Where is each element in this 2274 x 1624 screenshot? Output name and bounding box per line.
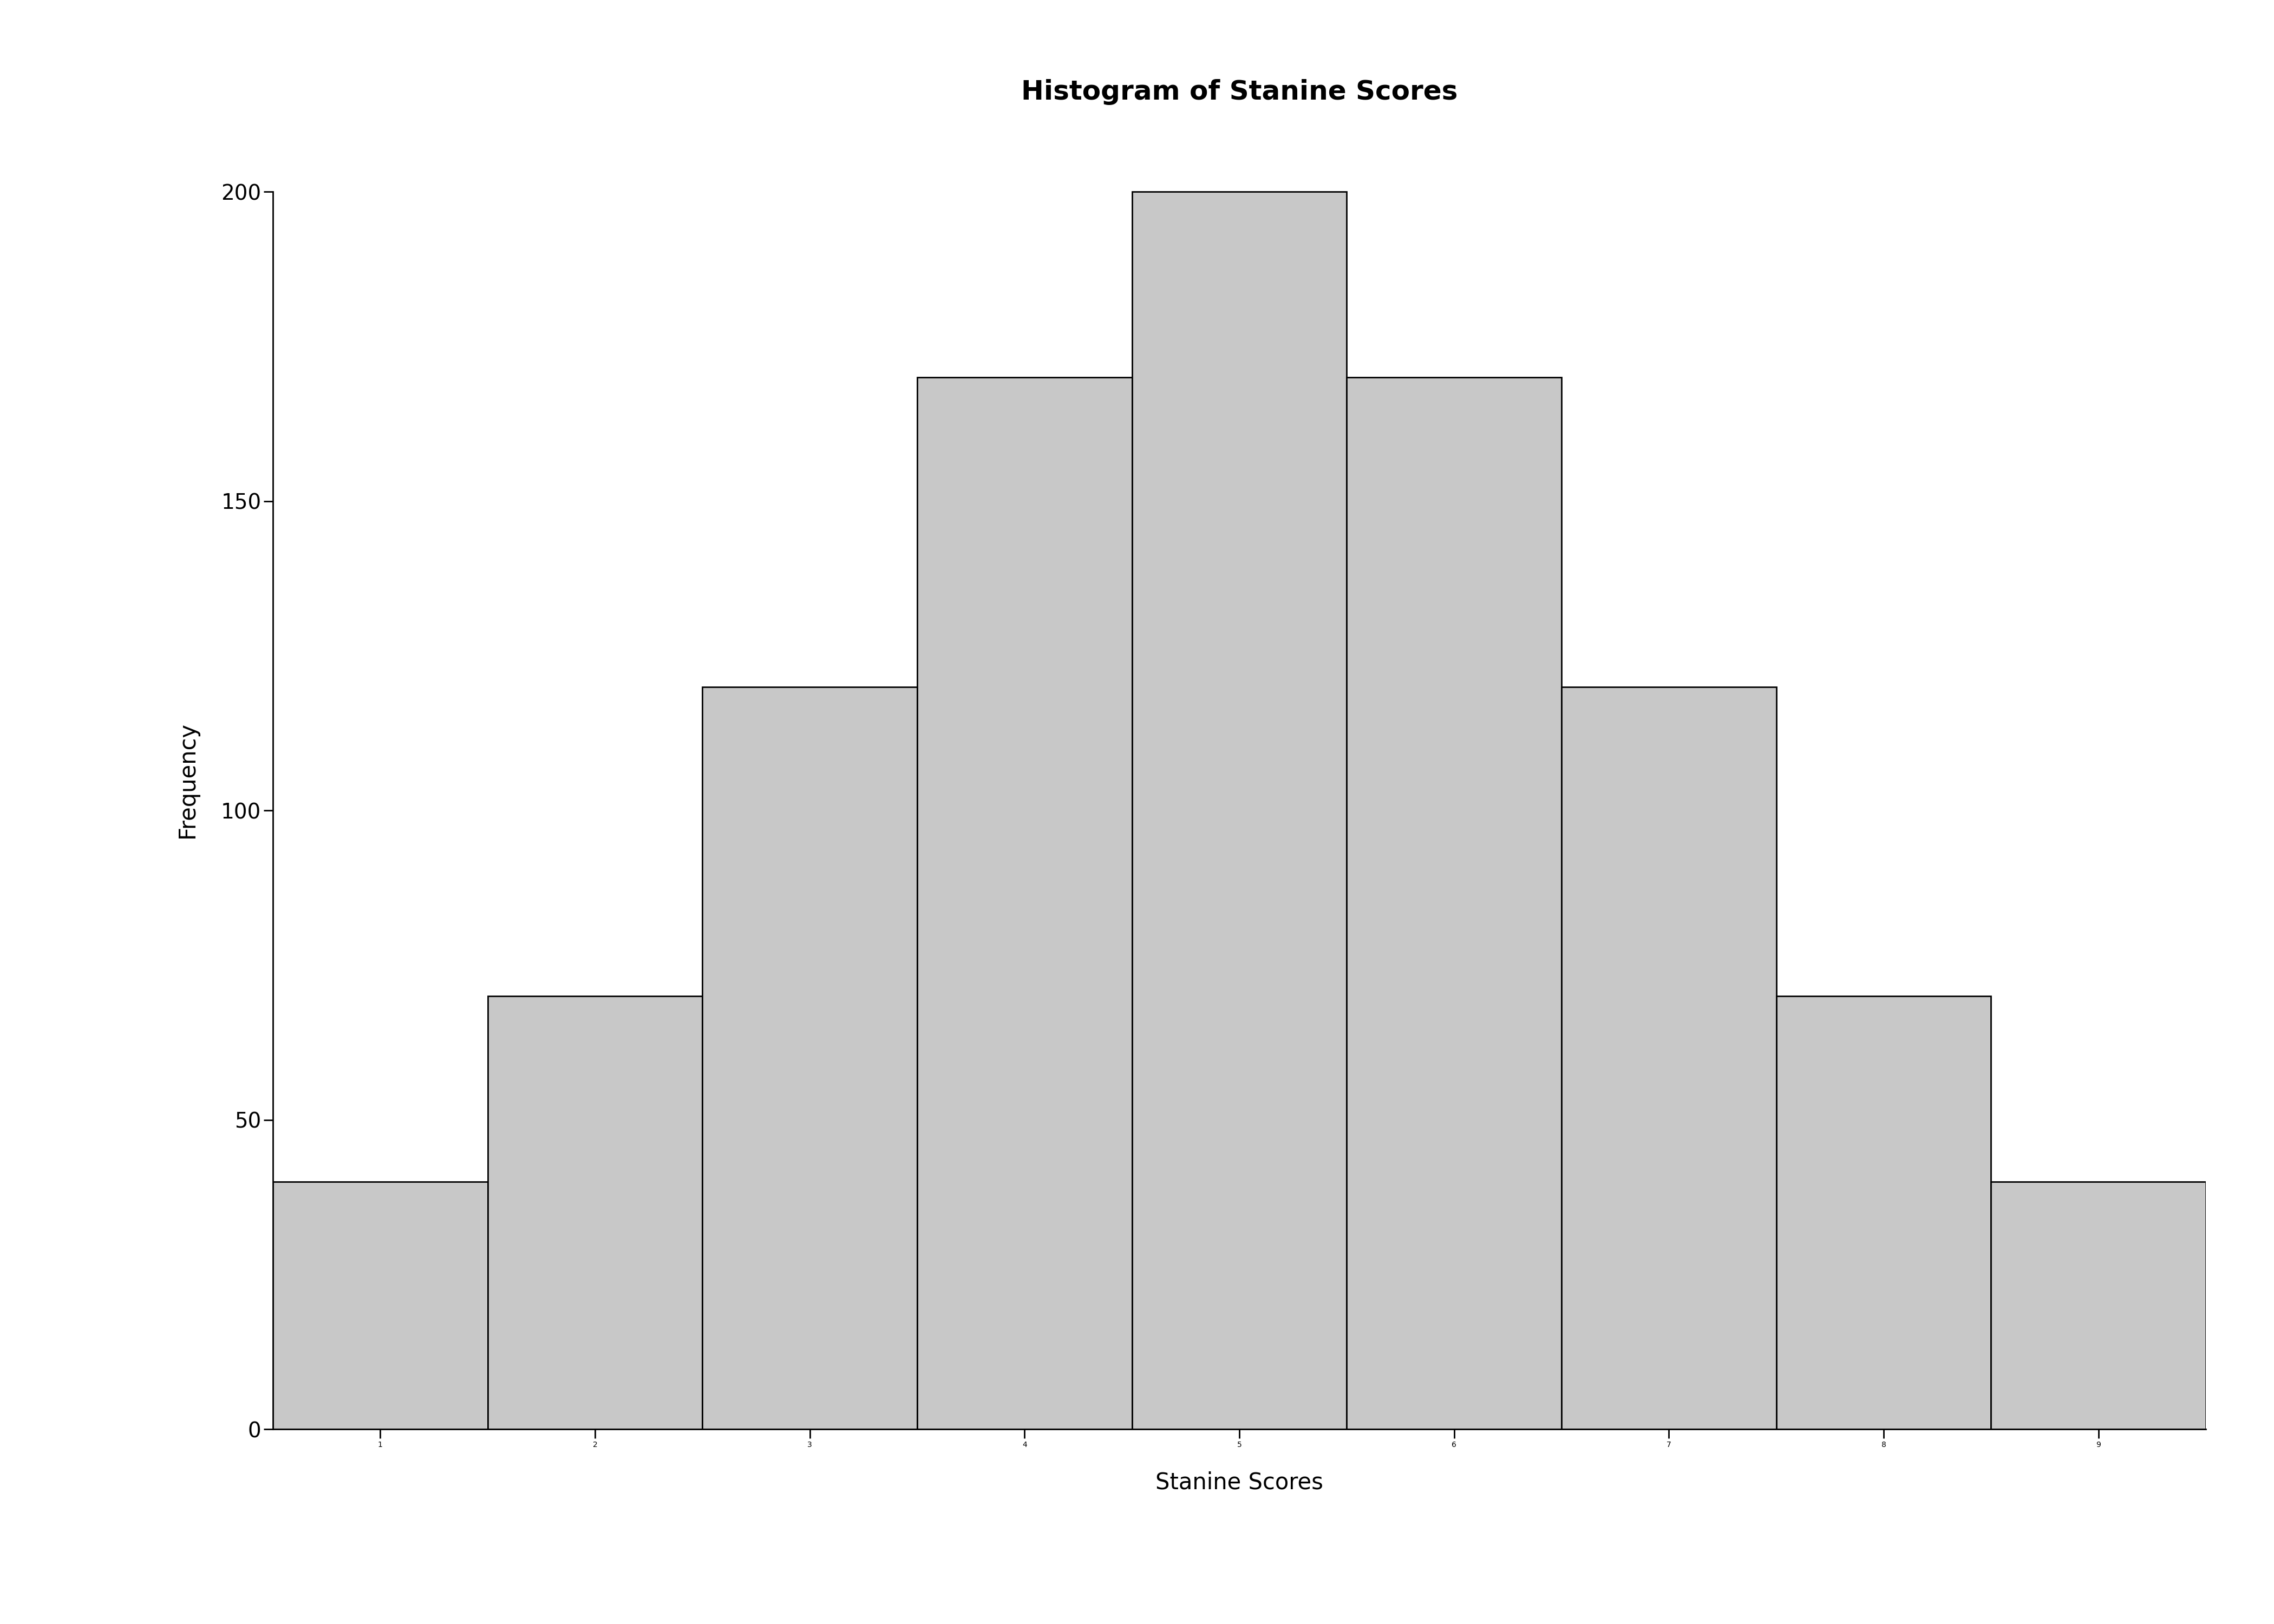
Bar — [916, 377, 1132, 1429]
Bar — [1132, 192, 1346, 1429]
Title: Histogram of Stanine Scores: Histogram of Stanine Scores — [1021, 80, 1458, 106]
X-axis label: Stanine Scores: Stanine Scores — [1155, 1471, 1323, 1494]
Bar — [487, 996, 703, 1429]
Y-axis label: Frequency: Frequency — [175, 721, 198, 838]
Bar — [1992, 1182, 2206, 1429]
Bar — [703, 687, 916, 1429]
Bar — [1776, 996, 1992, 1429]
Bar — [1562, 687, 1776, 1429]
Bar — [273, 1182, 487, 1429]
Bar — [1346, 377, 1562, 1429]
